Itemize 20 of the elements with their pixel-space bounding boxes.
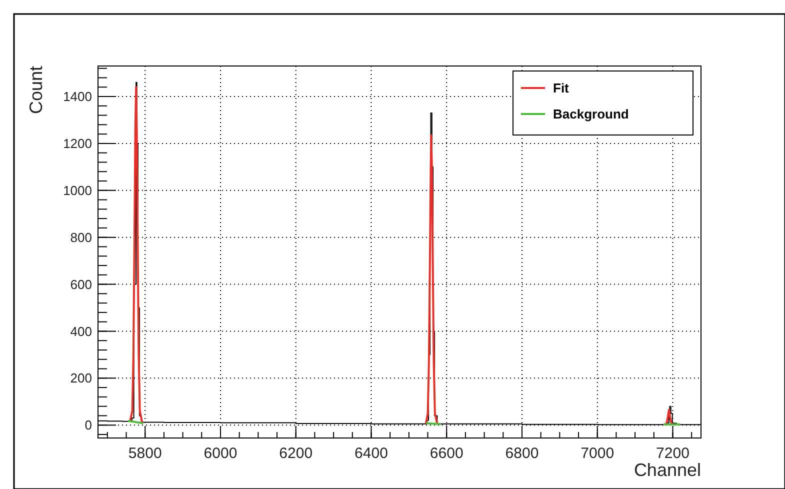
y-tick-label: 1000: [63, 182, 92, 198]
x-tick-label: 7000: [580, 445, 614, 462]
legend-label: Fit: [553, 80, 570, 96]
y-axis-title: Count: [26, 66, 46, 114]
x-tick-label: 6200: [279, 445, 313, 462]
x-tick-label: 6400: [354, 445, 388, 462]
y-tick-label: 400: [70, 324, 92, 339]
x-tick-label: 7200: [656, 445, 690, 462]
x-axis-title: Channel: [634, 460, 701, 480]
y-tick-label: 800: [70, 230, 92, 245]
y-tick-label: 1200: [63, 136, 92, 151]
x-tick-label: 6800: [505, 445, 539, 462]
y-tick-label: 600: [70, 276, 92, 292]
x-tick-label: 5800: [128, 445, 162, 462]
legend-label: Background: [553, 106, 629, 122]
x-tick-label: 6000: [204, 445, 238, 462]
y-tick-label: 200: [70, 370, 92, 386]
y-tick-label: 1400: [63, 89, 92, 104]
y-tick-label: 0: [84, 418, 92, 433]
x-tick-label: 6600: [430, 445, 464, 462]
